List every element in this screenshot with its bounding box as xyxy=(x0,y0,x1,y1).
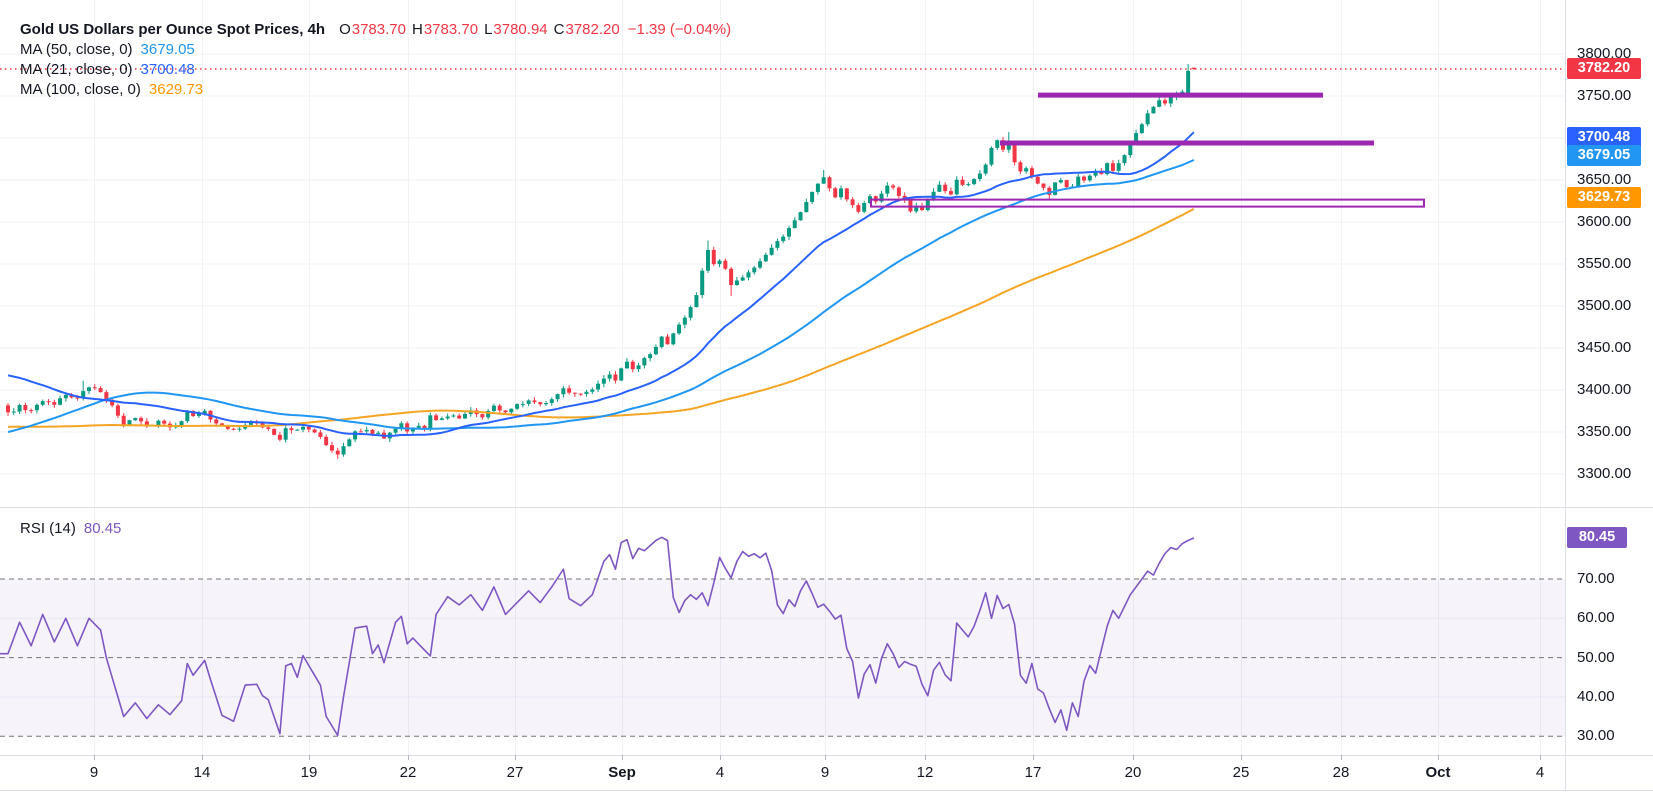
price-axis-label: 3300.00 xyxy=(1577,465,1632,482)
ma50-line xyxy=(7,158,1195,433)
time-axis-label: 27 xyxy=(506,764,524,781)
time-axis-label: 12 xyxy=(916,764,934,781)
ohlc-letter: C xyxy=(553,21,565,38)
ohlc-number: 3783.70 xyxy=(423,21,479,38)
ohlc-number: 3780.94 xyxy=(493,21,548,38)
price-badge: 3700.48 xyxy=(1567,127,1641,149)
price-badge: 3782.20 xyxy=(1567,58,1641,80)
time-axis-label: 14 xyxy=(193,764,211,781)
time-axis-label: 20 xyxy=(1124,764,1142,781)
time-axis-label: 22 xyxy=(399,764,417,781)
time-axis-label: 25 xyxy=(1232,764,1250,781)
ma-legend-row[interactable]: MA (100, close, 0) 3629.73 xyxy=(20,80,731,100)
price-axis-label: 3650.00 xyxy=(1577,171,1632,188)
price-axis-label: 3500.00 xyxy=(1577,297,1632,314)
price-axis-label: 3350.00 xyxy=(1577,423,1632,440)
ma-label: MA (21, close, 0) xyxy=(20,61,133,78)
ohlc-letter: O xyxy=(339,21,351,38)
time-axis-label: 4 xyxy=(1535,764,1545,781)
price-badge: 3679.05 xyxy=(1567,145,1641,167)
support-zone-rectangle[interactable] xyxy=(870,198,1425,208)
ma-value: 3700.48 xyxy=(140,61,195,78)
ma-value: 3629.73 xyxy=(148,81,204,98)
ma-label: MA (50, close, 0) xyxy=(20,41,133,58)
ohlc-values: O3783.70 H3783.70 L3780.94 C3782.20 −1.39 (−… xyxy=(333,21,731,38)
rsi-value: 80.45 xyxy=(83,520,122,537)
price-axis-label: 3550.00 xyxy=(1577,255,1632,272)
ma-label: MA (100, close, 0) xyxy=(20,81,141,98)
price-axis-label: 3400.00 xyxy=(1577,381,1632,398)
rsi-legend: RSI (14) 80.45 xyxy=(20,519,121,539)
ma-legend-row[interactable]: MA (50, close, 0) 3679.05 xyxy=(20,40,731,60)
ohlc-letter: L xyxy=(484,21,493,38)
rsi-axis-label: 60.00 xyxy=(1577,609,1615,627)
rsi-label[interactable]: RSI (14) xyxy=(20,520,76,537)
price-axis-label: 3800.00 xyxy=(1577,45,1632,62)
price-legend: Gold US Dollars per Ounce Spot Prices, 4… xyxy=(20,20,731,100)
price-axis-label: 3750.00 xyxy=(1577,87,1632,104)
rsi-axis-label: 30.00 xyxy=(1577,727,1615,745)
legend-title-row: Gold US Dollars per Ounce Spot Prices, 4… xyxy=(20,20,731,40)
time-axis-label: Sep xyxy=(608,764,636,781)
time-axis-label: 17 xyxy=(1024,764,1042,781)
ma-legend-rows: MA (50, close, 0) 3679.05 MA (21, close, 0… xyxy=(20,40,731,100)
rsi-axis-label: 50.00 xyxy=(1577,648,1615,666)
rsi-axis-label: 40.00 xyxy=(1577,687,1615,705)
ohlc-number: 3783.70 xyxy=(351,21,406,38)
rsi-axis-label: 70.00 xyxy=(1577,570,1615,587)
ohlc-letter: H xyxy=(411,21,423,38)
rsi-band xyxy=(0,579,1565,737)
ma-value: 3679.05 xyxy=(140,41,195,58)
gridlines xyxy=(0,0,1565,755)
time-axis-label: 4 xyxy=(715,764,725,781)
ohlc-number: 3782.20 xyxy=(565,21,620,38)
price-axis-label: 3600.00 xyxy=(1577,213,1632,230)
time-axis-label: Oct xyxy=(1425,764,1451,781)
price-badge: 3629.73 xyxy=(1567,186,1641,208)
time-axis-label: 19 xyxy=(300,764,318,781)
price-change: −1.39 (−0.04%) xyxy=(627,21,732,38)
time-axis-label: 28 xyxy=(1332,764,1350,781)
price-axis-label: 3450.00 xyxy=(1577,339,1632,356)
time-axis-label: 9 xyxy=(820,764,830,781)
rsi-line xyxy=(0,536,1195,737)
ma21-line xyxy=(7,131,1195,437)
time-axis-label: 9 xyxy=(89,764,99,781)
rsi-badge: 80.45 xyxy=(1567,527,1627,549)
ma-legend-row[interactable]: MA (21, close, 0) 3700.48 xyxy=(20,60,731,80)
symbol-title[interactable]: Gold US Dollars per Ounce Spot Prices, 4… xyxy=(20,21,326,38)
